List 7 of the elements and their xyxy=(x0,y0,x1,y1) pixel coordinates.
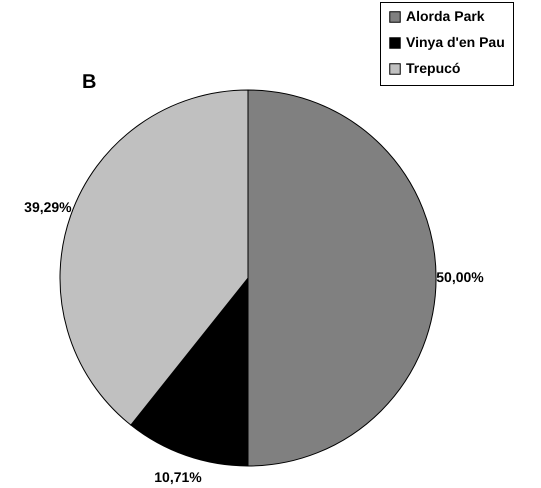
text: B xyxy=(82,71,96,93)
legend-label: Alorda Park xyxy=(406,8,485,24)
legend-label: Trepucó xyxy=(406,60,460,76)
legend-label: Vinya d'en Pau xyxy=(406,34,505,50)
data-label: 50,00% xyxy=(436,269,484,285)
data-label: 10,71% xyxy=(154,469,202,486)
data-label: 39,29% xyxy=(24,199,72,216)
